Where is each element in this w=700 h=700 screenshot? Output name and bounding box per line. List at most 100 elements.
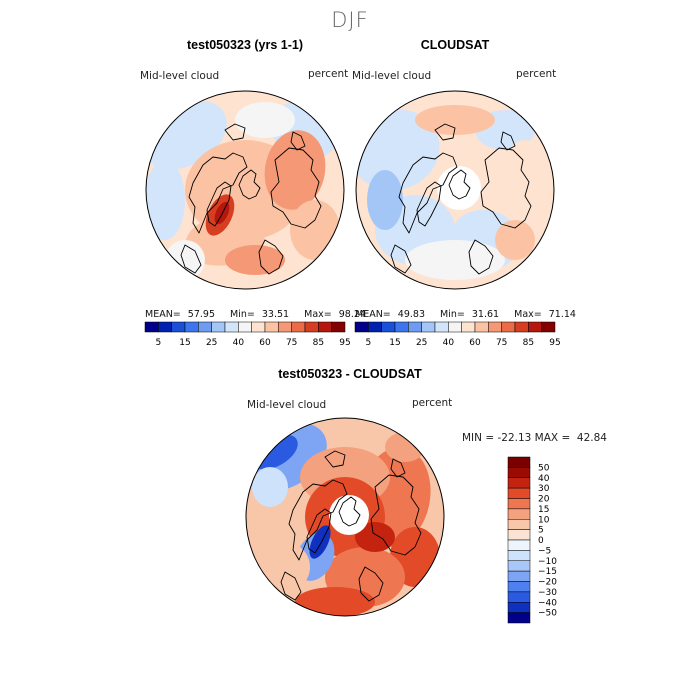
panel3-colorbar-tick-label: −15 bbox=[538, 567, 557, 577]
panel2-colorbar-swatch bbox=[514, 321, 529, 333]
panel2-colorbar-swatch bbox=[408, 321, 422, 333]
panel2-colorbar-tick-label: 60 bbox=[469, 338, 481, 348]
panel2-stats: MEAN= 49.83 Min= 31.61 Max= 71.14 bbox=[355, 309, 576, 320]
panel3-title: test050323 - CLOUDSAT bbox=[278, 367, 422, 381]
panel1-colorbar-swatch bbox=[304, 321, 319, 333]
panel1-field-patch bbox=[225, 245, 285, 275]
panel1-field-patch bbox=[146, 160, 185, 240]
panel3-map-border bbox=[245, 417, 445, 617]
panel3-colorbar-tick-label: −30 bbox=[538, 588, 557, 598]
panel1-coastline bbox=[224, 123, 246, 141]
panel1-max-value: 98.24 bbox=[338, 309, 366, 320]
panel1-coastline bbox=[188, 152, 248, 234]
panel3-coastline bbox=[280, 571, 302, 601]
panel1-colorbar-tick-label: 60 bbox=[259, 338, 271, 348]
panel2-mean-value: 49.83 bbox=[397, 309, 425, 320]
panel2-coastline bbox=[480, 147, 532, 229]
panel2-colorbar-swatch bbox=[461, 321, 476, 333]
panel1-colorbar-tick-label: 75 bbox=[286, 338, 297, 348]
panel1-field-patch bbox=[264, 130, 326, 210]
panel3-colorbar-swatch bbox=[507, 467, 531, 478]
panel2-colorbar-swatch bbox=[394, 321, 409, 333]
panel3-colorbar-swatch bbox=[507, 456, 531, 468]
panel1-colorbar-swatch bbox=[144, 321, 159, 333]
panel2-field-patch bbox=[500, 140, 550, 220]
panel1-colorbar-tick-label: 95 bbox=[339, 338, 350, 348]
panel3-colorbar-swatch bbox=[507, 529, 531, 541]
panel2-colorbar-swatch bbox=[421, 321, 436, 333]
panel3-field-patch bbox=[385, 432, 425, 462]
panel2-title: CLOUDSAT bbox=[420, 38, 490, 52]
panel3-colorbar-swatch bbox=[507, 519, 531, 530]
panel3-coastline bbox=[306, 508, 332, 554]
panel3-colorbar-tick-label: 20 bbox=[538, 495, 550, 505]
panel3-field-patch bbox=[295, 587, 375, 616]
panel3-colorbar-swatch bbox=[507, 550, 531, 561]
panel2-min-label: Min= bbox=[440, 309, 465, 320]
panel2-colorbar-swatch bbox=[488, 321, 502, 333]
panel1-map bbox=[145, 90, 345, 290]
panel1-colorbar-swatch bbox=[224, 321, 239, 333]
panel3-colorbar-tick-label: 15 bbox=[538, 505, 549, 515]
panel3-colorbar-swatch bbox=[507, 539, 531, 551]
panel2-colorbar-swatch bbox=[528, 321, 542, 333]
panel3-field-patch bbox=[355, 522, 395, 552]
panel1-colorbar-swatch bbox=[158, 321, 172, 333]
panel2-min-value: 31.61 bbox=[471, 309, 500, 320]
panel2-colorbar-swatch bbox=[501, 321, 516, 333]
panel3-variable-label: Mid-level cloud bbox=[247, 399, 327, 411]
panel1-colorbar-tick-label: 85 bbox=[313, 338, 324, 348]
panel3-units-label: percent bbox=[412, 397, 453, 409]
panel2-coastline bbox=[398, 152, 458, 234]
panel1-field-patch bbox=[235, 102, 295, 138]
panel1-colorbar-swatch bbox=[331, 321, 346, 333]
panel3-colorbar-swatch bbox=[507, 581, 531, 593]
panel1-max-label: Max= bbox=[304, 309, 332, 320]
panel1-colorbar-swatch bbox=[278, 321, 292, 333]
panel3-colorbar-swatch bbox=[507, 560, 531, 572]
panel2-missing-data-area bbox=[437, 166, 481, 210]
panel2-map bbox=[355, 90, 555, 290]
panel2-field-patch bbox=[367, 170, 403, 230]
panel3-colorbar-tick-label: −20 bbox=[538, 578, 557, 588]
panel1-field-patch bbox=[290, 200, 340, 260]
panel1-colorbar-swatch bbox=[264, 321, 279, 333]
panel2-colorbar-tick-label: 75 bbox=[496, 338, 507, 348]
panel2-colorbar: 5 15 25 40 60 75 85 95 bbox=[354, 321, 561, 348]
panel2-colorbar-swatch bbox=[474, 321, 489, 333]
panel3-colorbar-tick-label: −5 bbox=[538, 546, 551, 556]
panel2-coastline bbox=[416, 181, 442, 227]
panel1-coastline bbox=[290, 131, 306, 151]
panel2-colorbar-swatch bbox=[541, 321, 556, 333]
panel3-colorbar-tick-label: 0 bbox=[538, 536, 544, 546]
panel3-colorbar-tick-label: −50 bbox=[538, 609, 557, 619]
panel3-coastline bbox=[390, 458, 406, 478]
panel2-colorbar-swatch bbox=[354, 321, 369, 333]
panel3-colorbar-tick-label: 5 bbox=[538, 526, 544, 536]
panel1-title: test050323 (yrs 1-1) bbox=[186, 38, 304, 52]
panel2-colorbar-tick-label: 85 bbox=[523, 338, 534, 348]
panel3-colorbar-swatch bbox=[507, 487, 531, 499]
panel1-colorbar-tick-label: 5 bbox=[155, 338, 161, 348]
panel2-units-label: percent bbox=[516, 68, 557, 80]
panel3-colorbar-tick-label: −40 bbox=[538, 598, 557, 608]
panel3-coastline bbox=[358, 566, 384, 602]
season-title: DJF bbox=[331, 8, 369, 32]
panel1-colorbar-swatch bbox=[171, 321, 186, 333]
panel3-colorbar-tick-label: 30 bbox=[538, 484, 550, 494]
panel1-coastline bbox=[270, 147, 322, 229]
panel2-colorbar-tick-label: 5 bbox=[365, 338, 371, 348]
panel1-stats: MEAN= 57.95 Min= 33.51 Max= 98.24 bbox=[145, 309, 366, 320]
panel2-variable-label: Mid-level cloud bbox=[352, 70, 432, 82]
panel2-colorbar-tick-label: 25 bbox=[416, 338, 427, 348]
panel2-mean-label: MEAN= bbox=[355, 309, 391, 320]
panel1-coastline bbox=[206, 181, 232, 227]
panel1-variable-label: Mid-level cloud bbox=[140, 70, 220, 82]
panel3-colorbar-swatch bbox=[507, 570, 531, 582]
panel1-units-label: percent bbox=[308, 68, 349, 80]
panel1-min-value: 33.51 bbox=[261, 309, 290, 320]
panel1-colorbar-swatch bbox=[184, 321, 199, 333]
panel2-coastline bbox=[448, 169, 471, 200]
panel3-colorbar-swatch bbox=[507, 612, 531, 624]
panel1-colorbar-tick-label: 25 bbox=[206, 338, 217, 348]
